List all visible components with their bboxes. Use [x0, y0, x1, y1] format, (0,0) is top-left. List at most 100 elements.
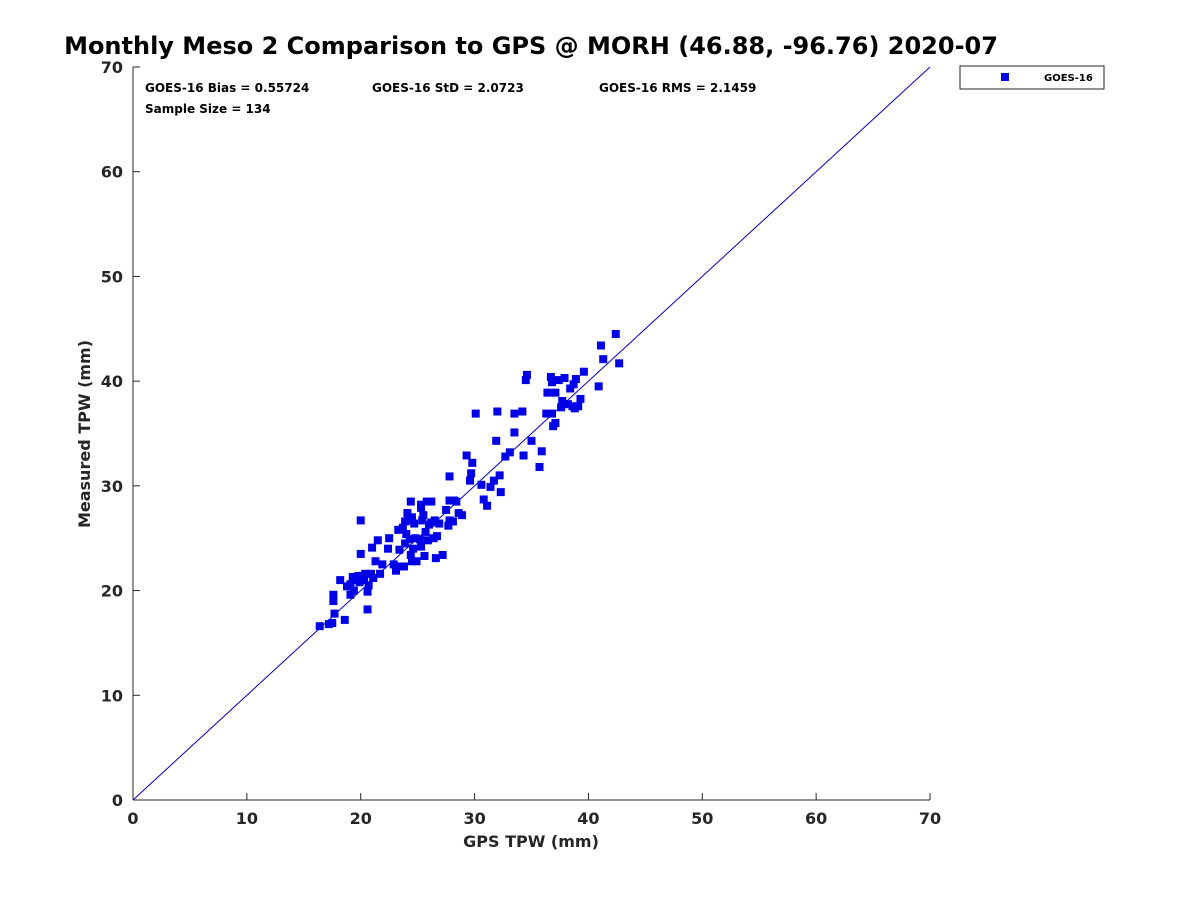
data-point-124 — [574, 402, 583, 411]
data-point-130 — [611, 330, 620, 339]
one-to-one-reference-line — [132, 66, 931, 801]
stat-sample-size: Sample Size = 134 — [145, 102, 271, 116]
data-point-49 — [409, 544, 418, 553]
data-point-0 — [315, 622, 324, 631]
data-point-10 — [346, 580, 355, 589]
data-point-47 — [407, 513, 416, 522]
data-point-104 — [535, 463, 544, 472]
data-point-23 — [364, 581, 373, 590]
data-point-88 — [483, 501, 492, 510]
data-point-41 — [402, 530, 411, 539]
data-point-68 — [432, 532, 441, 541]
data-point-3 — [329, 597, 338, 606]
data-point-21 — [363, 605, 372, 614]
y-tick-label-2: 20 — [101, 582, 123, 601]
data-point-117 — [560, 374, 569, 383]
data-point-92 — [493, 407, 502, 416]
y-tick-label-4: 40 — [101, 372, 123, 391]
y-tick-label-3: 30 — [101, 477, 123, 496]
x-tick-label-3: 30 — [463, 809, 485, 828]
data-point-57 — [418, 516, 427, 525]
y-tick-label-7: 70 — [101, 58, 123, 77]
legend-entry-goes-16: GOES-16 — [1044, 73, 1093, 84]
data-point-30 — [378, 560, 387, 569]
data-point-46 — [406, 497, 415, 506]
data-point-131 — [615, 359, 624, 368]
data-point-67 — [431, 554, 440, 563]
data-point-38 — [399, 562, 408, 571]
data-point-16 — [356, 516, 365, 525]
data-point-15 — [355, 578, 364, 587]
data-point-12 — [349, 586, 358, 595]
data-point-107 — [543, 388, 552, 397]
data-point-102 — [522, 370, 531, 379]
data-point-31 — [384, 544, 393, 553]
x-tick-label-2: 20 — [350, 809, 372, 828]
data-points — [315, 330, 624, 631]
data-point-74 — [445, 496, 454, 505]
data-point-5 — [330, 609, 339, 618]
data-point-118 — [563, 400, 572, 409]
data-point-29 — [376, 569, 385, 578]
legend-marker-square — [1001, 73, 1009, 81]
data-point-86 — [477, 480, 486, 489]
legend: GOES-16 — [959, 65, 1105, 90]
data-point-89 — [486, 482, 495, 491]
data-point-127 — [594, 382, 603, 391]
data-point-44 — [405, 535, 414, 544]
data-point-81 — [462, 451, 471, 460]
data-point-28 — [373, 536, 382, 545]
data-point-6 — [336, 576, 345, 585]
data-point-82 — [466, 476, 475, 485]
y-tick-label-5: 50 — [101, 267, 123, 286]
x-tick-label-4: 40 — [577, 809, 599, 828]
data-point-126 — [579, 367, 588, 376]
data-point-76 — [448, 517, 457, 526]
data-point-103 — [527, 436, 536, 445]
data-point-7 — [340, 615, 349, 624]
x-axis-label: GPS TPW (mm) — [463, 832, 599, 851]
data-point-56 — [417, 503, 426, 512]
data-point-87 — [479, 495, 488, 504]
data-point-129 — [599, 355, 608, 364]
data-point-53 — [415, 535, 424, 544]
data-point-51 — [411, 534, 420, 543]
data-point-114 — [554, 376, 563, 385]
data-point-78 — [452, 497, 461, 506]
data-point-115 — [557, 403, 566, 412]
chart-title: Monthly Meso 2 Comparison to GPS @ MORH … — [64, 32, 998, 60]
data-point-32 — [389, 560, 398, 569]
y-ticks: 0 10 20 30 40 50 60 70 — [101, 58, 140, 810]
data-point-121 — [569, 380, 578, 389]
data-point-90 — [489, 476, 498, 485]
data-point-113 — [551, 388, 560, 397]
data-point-27 — [371, 557, 380, 566]
data-point-54 — [417, 542, 426, 551]
x-tick-label-7: 70 — [919, 809, 941, 828]
x-tick-label-1: 10 — [236, 809, 258, 828]
data-point-133 — [427, 518, 436, 527]
data-point-69 — [435, 519, 444, 528]
data-point-97 — [510, 428, 519, 437]
data-point-34 — [394, 562, 403, 571]
data-point-94 — [496, 488, 505, 497]
data-point-60 — [421, 527, 430, 536]
data-point-123 — [571, 375, 580, 384]
data-point-35 — [394, 525, 403, 534]
data-point-110 — [547, 409, 556, 418]
data-point-112 — [551, 419, 560, 428]
data-point-25 — [368, 543, 377, 552]
data-point-96 — [505, 448, 514, 457]
stat-bias: GOES-16 Bias = 0.55724 — [145, 81, 309, 95]
data-point-50 — [410, 519, 419, 528]
data-point-98 — [510, 409, 519, 418]
data-point-42 — [403, 509, 412, 518]
data-point-64 — [427, 497, 436, 506]
data-point-52 — [412, 557, 421, 566]
data-point-116 — [558, 397, 567, 406]
data-point-45 — [406, 550, 415, 559]
data-point-125 — [576, 394, 585, 403]
x-tick-label-0: 0 — [127, 809, 138, 828]
y-tick-label-6: 60 — [101, 163, 123, 182]
